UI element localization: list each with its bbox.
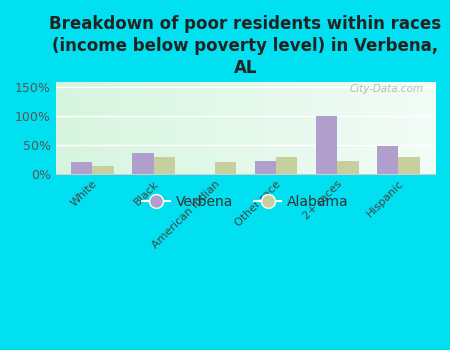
Bar bbox=[71, 162, 92, 174]
Bar bbox=[92, 166, 114, 174]
Bar bbox=[398, 156, 420, 174]
Title: Breakdown of poor residents within races
(income below poverty level) in Verbena: Breakdown of poor residents within races… bbox=[50, 15, 441, 77]
Bar bbox=[276, 157, 297, 174]
Bar bbox=[215, 162, 236, 174]
Bar bbox=[377, 146, 398, 174]
Bar bbox=[153, 157, 175, 174]
Bar bbox=[255, 161, 276, 174]
Text: City-Data.com: City-Data.com bbox=[350, 84, 423, 94]
Bar bbox=[316, 116, 337, 174]
Legend: Verbena, Alabama: Verbena, Alabama bbox=[136, 190, 354, 215]
Bar bbox=[337, 161, 359, 174]
Bar bbox=[132, 153, 153, 174]
